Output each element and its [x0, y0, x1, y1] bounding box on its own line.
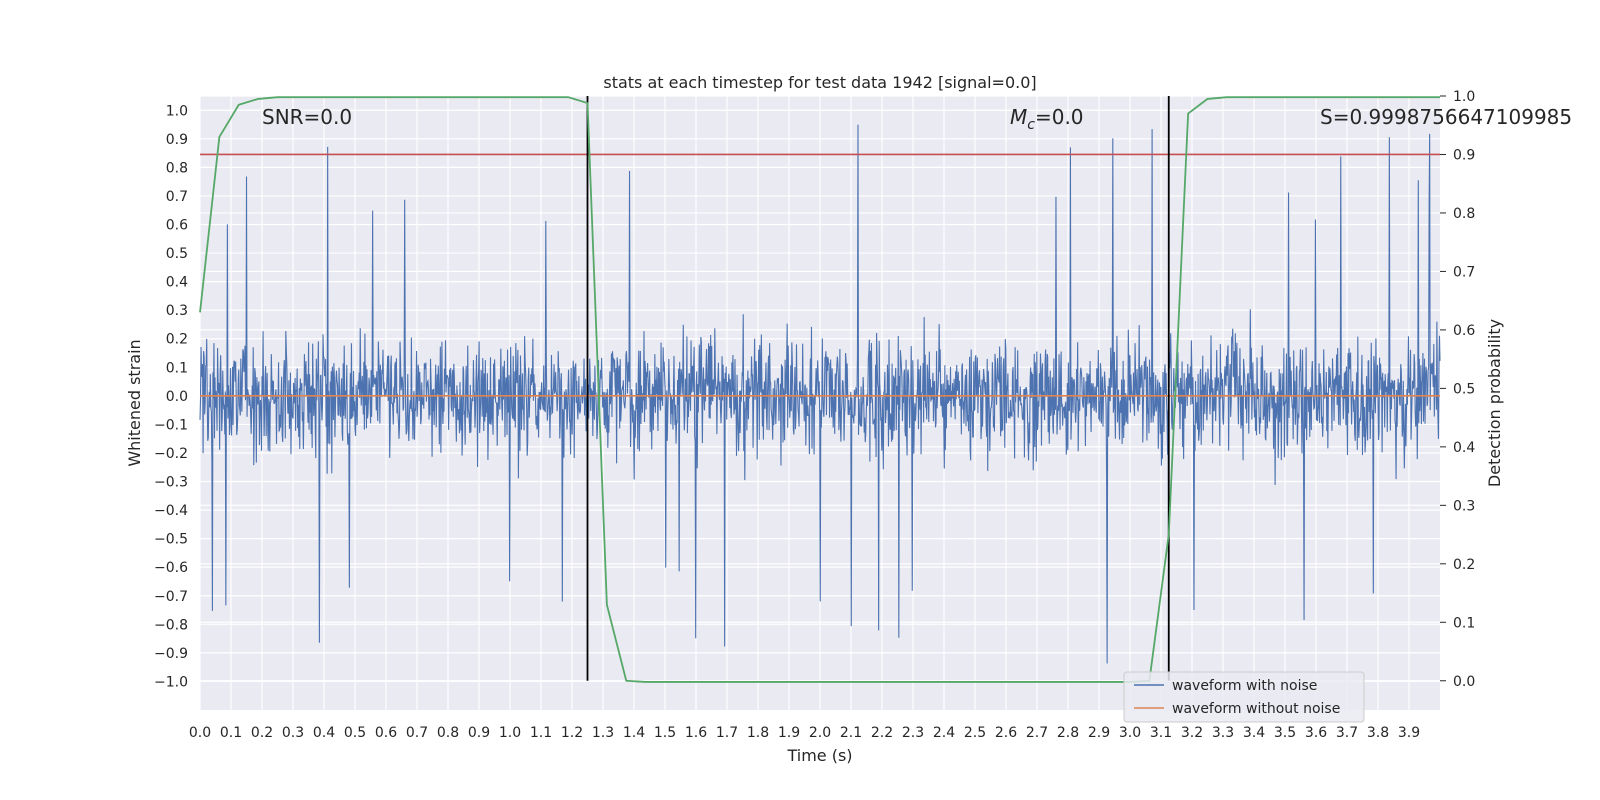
mc-subscript: c	[1027, 117, 1035, 133]
x-tick-labels: 0.0 0.1 0.2 0.3 0.4 0.5 0.6 0.7 0.8 0.9 1.0 1.1 1.2 1…	[189, 725, 1420, 741]
x-tick-label: 2.7	[1026, 725, 1048, 741]
right-y-tick-label: 0.5	[1453, 381, 1475, 397]
mc-symbol: M	[1010, 105, 1027, 129]
right-y-tick-label: 1.0	[1453, 89, 1475, 105]
x-tick-label: 1.9	[778, 725, 800, 741]
x-tick-label: 0.7	[406, 725, 428, 741]
y-tick-label: −0.1	[154, 417, 188, 433]
x-tick-label: 1.4	[623, 725, 645, 741]
x-tick-label: 2.9	[1088, 725, 1110, 741]
x-tick-label: 0.9	[468, 725, 490, 741]
legend-label-noise: waveform with noise	[1172, 678, 1317, 694]
x-tick-label: 2.5	[964, 725, 986, 741]
x-tick-label: 1.1	[530, 725, 552, 741]
x-tick-label: 3.0	[1119, 725, 1141, 741]
x-tick-label: 2.3	[902, 725, 924, 741]
x-tick-label: 2.4	[933, 725, 955, 741]
x-tick-label: 3.1	[1150, 725, 1172, 741]
right-y-gridlines	[200, 95, 1446, 682]
right-y-tick-label: 0.7	[1453, 264, 1475, 280]
snr-annotation: SNR=0.0	[262, 105, 352, 129]
y-tick-label: 0.2	[166, 332, 188, 348]
x-tick-label: 1.8	[747, 725, 769, 741]
right-y-tick-label: 0.3	[1453, 498, 1475, 514]
right-y-tick-label: 0.0	[1453, 674, 1475, 690]
x-tick-label: 2.8	[1057, 725, 1079, 741]
x-tick-label: 2.6	[995, 725, 1017, 741]
left-y-tick-labels: 1.0 0.9 0.8 0.7 0.6 0.5 0.4 0.3 0.2 0.1 0.0 −0.1 −0.…	[154, 103, 188, 690]
x-tick-label: 2.2	[871, 725, 893, 741]
x-tick-label: 3.5	[1274, 725, 1296, 741]
x-tick-label: 0.3	[282, 725, 304, 741]
x-tick-label: 3.4	[1243, 725, 1265, 741]
y-tick-label: −0.2	[154, 446, 188, 462]
series-detection-probability	[199, 96, 1440, 683]
y-tick-label: 0.0	[166, 389, 188, 405]
x-tick-label: 1.6	[685, 725, 707, 741]
left-y-axis-label: Whitened strain	[125, 339, 144, 466]
x-tick-label: 1.5	[654, 725, 676, 741]
y-tick-label: 1.0	[166, 103, 188, 119]
right-y-axis-label: Detection probability	[1485, 319, 1504, 487]
legend: waveform with noise waveform without noi…	[1123, 671, 1365, 723]
x-tick-label: 0.0	[189, 725, 211, 741]
y-tick-label: 0.5	[166, 246, 188, 262]
x-tick-label: 0.6	[375, 725, 397, 741]
right-y-tick-label: 0.9	[1453, 147, 1475, 163]
x-tick-label: 1.3	[592, 725, 614, 741]
y-tick-label: −0.6	[154, 560, 188, 576]
right-y-tick-label: 0.4	[1453, 440, 1475, 456]
x-tick-label: 3.8	[1367, 725, 1389, 741]
y-tick-label: −0.4	[154, 503, 188, 519]
x-tick-label: 0.5	[344, 725, 366, 741]
noise-waveform-path	[199, 124, 1441, 664]
x-tick-label: 1.2	[561, 725, 583, 741]
right-y-tick-label: 0.1	[1453, 615, 1475, 631]
y-tick-label: −1.0	[154, 674, 188, 690]
right-y-tick-label: 0.2	[1453, 557, 1475, 573]
y-tick-label: 0.4	[166, 275, 188, 291]
right-y-tick-label: 0.6	[1453, 323, 1475, 339]
series-waveform-with-noise	[199, 124, 1441, 664]
x-tick-label: 0.2	[251, 725, 273, 741]
x-tick-label: 3.2	[1181, 725, 1203, 741]
x-tick-label: 0.8	[437, 725, 459, 741]
y-tick-label: 0.9	[166, 132, 188, 148]
x-tick-label: 0.4	[313, 725, 335, 741]
x-tick-label: 2.1	[840, 725, 862, 741]
legend-box	[1123, 671, 1365, 723]
x-tick-label: 3.6	[1305, 725, 1327, 741]
x-tick-label: 3.3	[1212, 725, 1234, 741]
event-vertical-lines	[586, 96, 1170, 681]
mc-value: =0.0	[1035, 105, 1084, 129]
legend-label-clean: waveform without noise	[1172, 701, 1340, 717]
right-y-tick-label: 0.8	[1453, 206, 1475, 222]
y-tick-label: 0.8	[166, 160, 188, 176]
y-tick-label: 0.7	[166, 189, 188, 205]
x-axis-label: Time (s)	[786, 746, 852, 765]
mc-annotation: Mc=0.0	[1010, 105, 1084, 133]
y-tick-label: −0.3	[154, 475, 188, 491]
y-tick-label: −0.9	[154, 646, 188, 662]
y-tick-label: −0.5	[154, 532, 188, 548]
y-tick-label: −0.7	[154, 589, 188, 605]
x-tick-label: 2.0	[809, 725, 831, 741]
x-tick-label: 3.9	[1398, 725, 1420, 741]
y-tick-label: 0.6	[166, 218, 188, 234]
x-tick-label: 0.1	[220, 725, 242, 741]
chart-title: stats at each timestep for test data 194…	[603, 73, 1036, 92]
y-tick-label: 0.1	[166, 360, 188, 376]
x-tick-label: 1.0	[499, 725, 521, 741]
x-tick-label: 1.7	[716, 725, 738, 741]
y-tick-label: −0.8	[154, 617, 188, 633]
s-annotation: S=0.9998756647109985	[1320, 105, 1572, 129]
x-tick-label: 3.7	[1336, 725, 1358, 741]
y-tick-label: 0.3	[166, 303, 188, 319]
right-y-tick-labels: 1.0 0.9 0.8 0.7 0.6 0.5 0.4 0.3 0.2 0.1 0.0	[1453, 89, 1475, 690]
